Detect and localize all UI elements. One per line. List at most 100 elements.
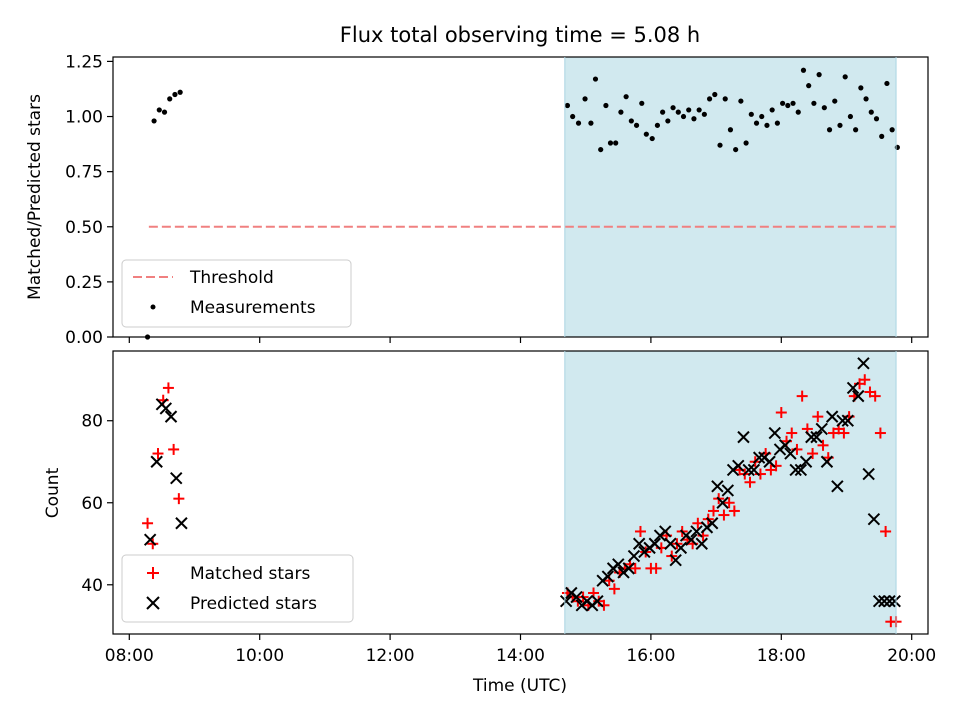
- measurement-point: [873, 116, 880, 122]
- predicted-star-point: [632, 537, 646, 550]
- matched-star-point: [807, 448, 819, 460]
- count-y-label: Count: [43, 467, 63, 518]
- measurement-point: [889, 127, 895, 133]
- matched-star-point: [859, 374, 871, 386]
- y-tick-label: 60: [81, 494, 103, 514]
- measurement-point: [884, 80, 890, 87]
- observing-window-shade: [564, 57, 897, 337]
- measurement-point: [727, 127, 734, 133]
- matched-star-point: [168, 443, 180, 455]
- predicted-stars-points: [143, 357, 901, 612]
- predicted-star-point: [674, 541, 688, 555]
- matched-star-point: [629, 562, 641, 574]
- measurement-point: [837, 122, 843, 128]
- matched-star-point: [650, 562, 662, 574]
- matched-star-point: [162, 382, 174, 394]
- measurement-point: [858, 85, 864, 91]
- measurement-point: [588, 120, 594, 126]
- x-tick-label: 16:00: [626, 646, 675, 666]
- predicted-star-point: [690, 525, 703, 538]
- predicted-star-point: [622, 562, 635, 575]
- predicted-star-point: [705, 517, 719, 530]
- ratio-panel: 0.00 0.25 0.50 0.75 1.00 1.25 Matched/Predict…: [25, 52, 929, 348]
- y-tick-label: 1.25: [65, 52, 103, 72]
- measurement-point: [582, 96, 588, 102]
- measurement-point: [696, 107, 702, 113]
- legend-predicted-label: Predicted stars: [190, 594, 317, 614]
- predicted-star-point: [810, 430, 823, 444]
- measurement-point: [868, 109, 874, 115]
- measurement-point: [816, 72, 822, 78]
- matched-star-point: [880, 525, 892, 537]
- measurement-point: [598, 146, 604, 153]
- matched-star-point: [812, 411, 824, 423]
- measurement-point: [832, 98, 838, 104]
- matched-star-point: [775, 407, 787, 419]
- measurement-point: [774, 120, 780, 126]
- predicted-star-point: [805, 430, 818, 444]
- predicted-star-point: [857, 357, 870, 370]
- measurement-point: [811, 100, 817, 106]
- y-tick-label: 1.00: [65, 108, 103, 128]
- predicted-star-point: [612, 558, 625, 571]
- count-panel: 40 60 80 08:00 10:00 12:00 14:00 16:00 18:00 20:…: [43, 350, 936, 696]
- measurement-point: [643, 131, 649, 137]
- ratio-y-label: Matched/Predicted stars: [25, 94, 45, 300]
- measurement-point: [670, 105, 676, 111]
- measurement-point: [795, 109, 801, 115]
- measurement-point: [706, 96, 713, 102]
- predicted-star-point: [768, 426, 781, 440]
- predicted-star-point: [150, 455, 163, 468]
- predicted-star-point: [779, 439, 792, 452]
- measurement-point: [764, 122, 770, 128]
- measurement-point: [649, 135, 655, 142]
- measurement-point: [660, 109, 666, 115]
- matched-star-point: [173, 493, 185, 505]
- x-tick-label: 20:00: [887, 646, 936, 666]
- predicted-star-point: [784, 447, 797, 460]
- count-y-axis: 40 60 80: [81, 412, 113, 596]
- predicted-star-point: [570, 590, 583, 604]
- predicted-star-point: [669, 553, 682, 567]
- predicted-star-point: [695, 537, 708, 550]
- predicted-star-point: [721, 484, 735, 497]
- measurement-point: [701, 111, 707, 117]
- predicted-star-point: [862, 467, 875, 481]
- chart-title: Flux total observing time = 5.08 h: [340, 23, 700, 47]
- predicted-star-point: [159, 402, 173, 415]
- measurement-point: [564, 102, 571, 109]
- y-tick-label: 0.50: [65, 218, 103, 238]
- ratio-panel-frame: [112, 56, 929, 338]
- predicted-star-point: [883, 594, 896, 608]
- predicted-star-point: [170, 471, 183, 485]
- measurement-point: [156, 107, 162, 113]
- matched-star-point: [707, 505, 719, 517]
- matched-star-point: [744, 476, 756, 488]
- measurement-point: [790, 100, 796, 106]
- measurement-point: [743, 140, 749, 146]
- count-legend: Matched stars Predicted stars: [121, 554, 354, 623]
- measurement-point: [633, 122, 640, 128]
- legend-predicted-swatch: [146, 596, 160, 610]
- predicted-star-point: [742, 463, 755, 477]
- predicted-star-point: [559, 594, 573, 608]
- measurement-point: [800, 67, 807, 73]
- predicted-star-point: [763, 455, 776, 468]
- predicted-star-point: [888, 594, 901, 608]
- measurement-point: [894, 144, 900, 150]
- x-tick-label: 10:00: [235, 646, 284, 666]
- predicted-star-point: [648, 537, 662, 550]
- predicted-star-point: [825, 410, 839, 423]
- predicted-star-point: [752, 451, 766, 464]
- measurement-point: [853, 127, 859, 133]
- predicted-star-point: [852, 389, 865, 403]
- measurement-point: [680, 113, 687, 120]
- measurement-point: [654, 122, 661, 128]
- measurement-point: [675, 109, 681, 115]
- count-legend-box: [121, 554, 354, 623]
- measurement-point: [738, 98, 744, 104]
- measurement-point: [570, 113, 576, 120]
- matched-star-point: [869, 390, 881, 402]
- predicted-star-point: [872, 594, 886, 608]
- predicted-star-point: [716, 496, 729, 509]
